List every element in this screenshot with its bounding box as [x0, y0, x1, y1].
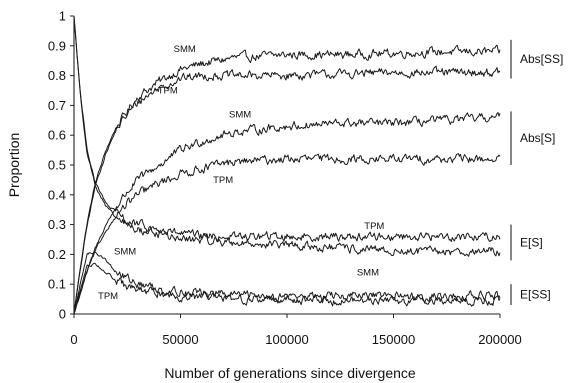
- curve-label: SMM: [174, 44, 196, 55]
- series-layer: [73, 15, 501, 315]
- series-line-ess-tpm: [73, 262, 501, 315]
- series-line-es-smm: [73, 15, 501, 257]
- y-tick-label: 0.3: [48, 217, 66, 232]
- y-tick-label: 0.2: [48, 247, 66, 262]
- x-tick-label: 200000: [478, 332, 521, 347]
- group-label-layer: Abs[SS] Abs[S] E[S] E[SS]: [510, 39, 563, 306]
- curve-label: SMM: [114, 246, 136, 257]
- group-label-absss: Abs[SS]: [520, 52, 563, 66]
- group-label-ess: E[SS]: [520, 288, 551, 302]
- curve-label: TPM: [98, 291, 118, 302]
- x-tick-label: 0: [70, 332, 77, 347]
- x-tick-label: 150000: [372, 332, 415, 347]
- curve-label: TPM: [213, 175, 233, 186]
- y-tick-label: 0.7: [48, 98, 66, 113]
- series-line-abss-tpm: [73, 153, 501, 314]
- y-tick-label: 0.9: [48, 38, 66, 53]
- axes-layer: 0 0.1 0.2 0.3 0.4 0.5 0.6 0.7 0.8 0.9 1 0 50000 10000…: [48, 9, 522, 348]
- annotation-layer: SMM TPM SMM TPM TPM SMM SMM TPM: [98, 44, 384, 302]
- group-label-es: E[S]: [520, 235, 543, 249]
- y-tick-label: 0.8: [48, 68, 66, 83]
- y-tick-label: 0.1: [48, 277, 66, 292]
- y-tick-label: 0.4: [48, 187, 66, 202]
- x-axis-title: Number of generations since divergence: [164, 365, 416, 381]
- series-line-ess-smm: [73, 251, 501, 313]
- y-tick-label: 0.5: [48, 158, 66, 173]
- x-tick-label: 50000: [162, 332, 198, 347]
- group-label-abss: Abs[S]: [520, 131, 555, 145]
- curve-label: TPM: [158, 86, 178, 97]
- series-line-absss-smm: [73, 44, 501, 314]
- y-axis-title: Proportion: [6, 133, 22, 198]
- series-line-absss-tpm: [73, 65, 501, 315]
- y-tick-label: 1: [59, 9, 66, 24]
- y-tick-label: 0.6: [48, 128, 66, 143]
- curve-label: SMM: [357, 267, 379, 278]
- curve-label: SMM: [229, 109, 251, 120]
- y-tick-label: 0: [59, 307, 66, 322]
- series-line-abss-smm: [73, 112, 501, 315]
- curve-label: TPM: [364, 221, 384, 232]
- x-tick-label: 100000: [265, 332, 308, 347]
- series-line-es-tpm: [73, 16, 501, 243]
